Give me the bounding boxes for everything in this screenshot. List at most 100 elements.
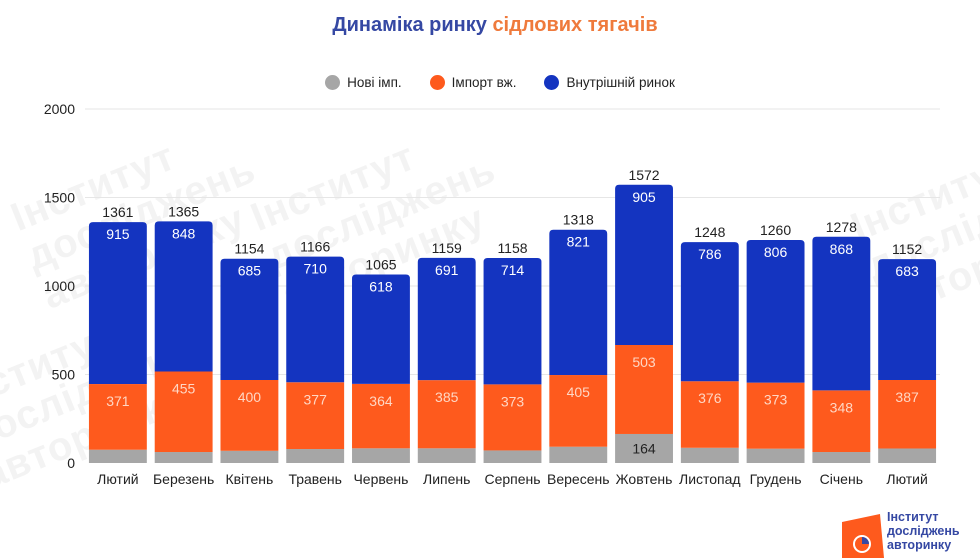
bar-segment [286,382,345,450]
logo-text: Інститут досліджень авторинку [887,510,960,552]
bar-segment [615,344,673,434]
x-tick-label: Квітень [226,471,274,487]
bar-segment [812,452,871,463]
bar-total-label: 1154 [234,241,264,257]
x-tick-label: Грудень [750,471,802,487]
legend-label: Імпорт вж. [451,75,517,90]
bar-segment [483,384,542,451]
x-tick-label: Жовтень [616,471,673,487]
bar-segment [680,381,739,448]
bar-total-label: 1152 [892,241,922,257]
bar-segment [878,259,937,380]
bar-segment [352,448,410,463]
x-tick-label: Вересень [547,471,610,487]
bar-segment [615,184,673,345]
bar-segment [878,448,937,463]
bar-value-label: 373 [764,392,788,408]
bar-value-label: 786 [698,246,722,262]
bar-segment [483,450,542,463]
x-tick-label: Липень [423,471,470,487]
bar-total-label: 1278 [826,219,857,235]
x-tick-label: Січень [820,471,863,487]
bar-value-label: 371 [106,393,130,409]
chart-title: Динаміка ринку сідлових тягачів [0,14,980,37]
bar-value-label: 848 [172,225,196,241]
bar-value-label: 691 [435,262,459,278]
legend-label: Нові імп. [347,75,402,90]
bar-segment [220,450,279,463]
bar-segment [549,375,608,447]
bar-segment [220,258,279,380]
bar-segment [286,256,345,383]
bar-total-label: 1318 [563,212,594,228]
y-tick-label: 2000 [44,101,75,117]
legend-swatch-blue-icon [544,75,560,90]
bar-total-label: 1260 [760,222,791,238]
bar-segment [746,448,805,463]
bar-segment [88,222,147,385]
bar-segment [154,371,213,453]
x-tick-label: Травень [288,471,341,487]
bar-total-label: 1361 [102,204,133,220]
bar-segment [549,229,608,376]
legend-item-domestic-market[interactable]: Внутрішній ринок [544,75,675,90]
bar-segment [812,390,871,453]
bar-value-label: 387 [895,389,919,405]
legend-swatch-orange-icon [429,75,445,90]
bar-value-label: 348 [830,399,854,415]
bar-value-label: 400 [238,389,262,405]
y-tick-label: 500 [52,367,76,383]
bar-total-label: 1159 [432,240,462,256]
y-tick-label: 1500 [44,190,75,206]
x-tick-label: Лютий [886,471,927,487]
bar-total-label: 1166 [300,239,330,255]
logo-line: авторинку [887,538,952,552]
y-tick-label: 1000 [44,278,75,294]
bar-value-label: 364 [369,393,393,409]
bar-value-label: 806 [764,244,788,260]
bar-segment [680,447,739,463]
bar-value-label: 683 [895,263,919,279]
bar-value-label: 618 [369,278,393,294]
bar-segment [417,380,476,449]
bar-segment [220,379,279,451]
x-tick-label: Березень [153,471,214,487]
bar-value-label: 714 [501,262,525,278]
legend-item-used-imports[interactable]: Імпорт вж. [429,75,517,90]
bar-value-label: 455 [172,380,196,396]
bar-segment [154,452,213,463]
bar-value-label: 915 [106,226,130,242]
bar-value-label: 868 [830,241,854,257]
bar-segment [352,274,410,384]
x-tick-label: Лютий [97,471,138,487]
bar-value-label: 685 [238,263,262,279]
y-tick-label: 0 [67,455,75,471]
logo: Інститут досліджень авторинку [840,508,980,558]
bar-total-label: 1572 [628,167,659,183]
bar-total-label: 1248 [694,224,725,240]
logo-line: Інститут [887,510,939,524]
bar-value-label: 710 [304,261,328,277]
bar-value-label: 377 [304,391,328,407]
bar-segment [417,448,476,463]
bar-value-label: 405 [567,384,591,400]
bar-segment [352,383,410,449]
bar-segment [615,433,673,463]
bar-value-label: 905 [632,189,656,205]
bar-segment [812,236,871,391]
legend-item-new-imports[interactable]: Нові імп. [325,75,402,90]
legend-swatch-gray-icon [325,75,341,90]
bar-total-label: 1065 [365,256,396,272]
bar-segment [746,239,805,383]
bar-value-label: 373 [501,393,525,409]
bar-segment [878,379,937,449]
chart-title-part2: сідлових тягачів [492,14,658,36]
x-tick-label: Червень [353,471,408,487]
bar-total-label: 1365 [168,203,199,219]
x-tick-label: Серпень [484,471,540,487]
bar-segment [417,257,476,381]
bar-segment [483,258,542,385]
chart-title-part1: Динаміка ринку [332,14,487,36]
bar-segment [286,449,345,463]
